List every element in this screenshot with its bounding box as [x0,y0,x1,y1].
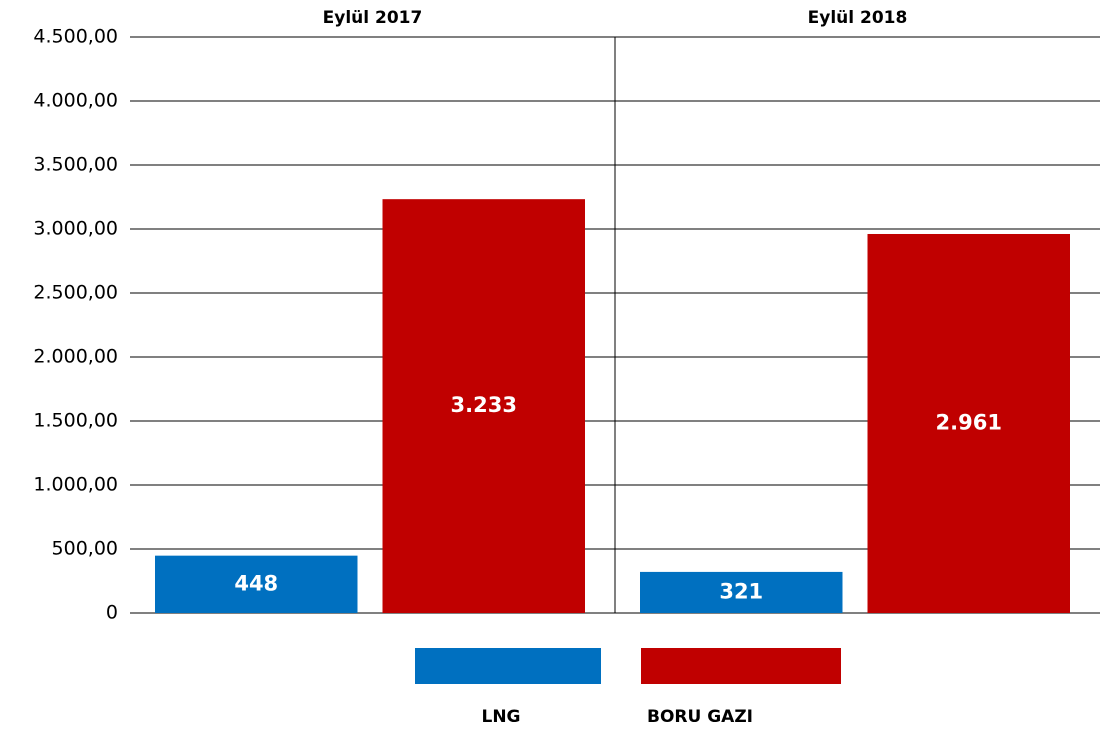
category-label: Eylül 2018 [808,8,908,28]
data-label: 2.961 [936,410,1002,434]
legend-swatch [415,648,601,684]
legend-label: BORU GAZI [647,707,753,727]
y-tick-label: 4.000,00 [33,90,118,112]
y-tick-label: 1.000,00 [33,474,118,496]
y-tick-label: 500,00 [52,538,118,560]
y-tick-label: 0 [106,602,118,624]
bar [155,555,358,613]
y-tick-label: 3.500,00 [33,154,118,176]
y-tick-label: 2.000,00 [33,346,118,368]
category-label: Eylül 2017 [323,8,423,28]
y-tick-label: 4.500,00 [33,26,118,48]
bar [382,199,585,613]
y-tick-label: 2.500,00 [33,282,118,304]
data-label: 3.233 [451,393,517,417]
bar [867,233,1070,613]
data-label: 448 [234,571,278,595]
legend-swatch [641,648,841,684]
y-tick-label: 1.500,00 [33,410,118,432]
data-label: 321 [719,579,763,603]
bar [640,571,843,613]
legend-label: LNG [481,707,520,727]
y-tick-label: 3.000,00 [33,218,118,240]
